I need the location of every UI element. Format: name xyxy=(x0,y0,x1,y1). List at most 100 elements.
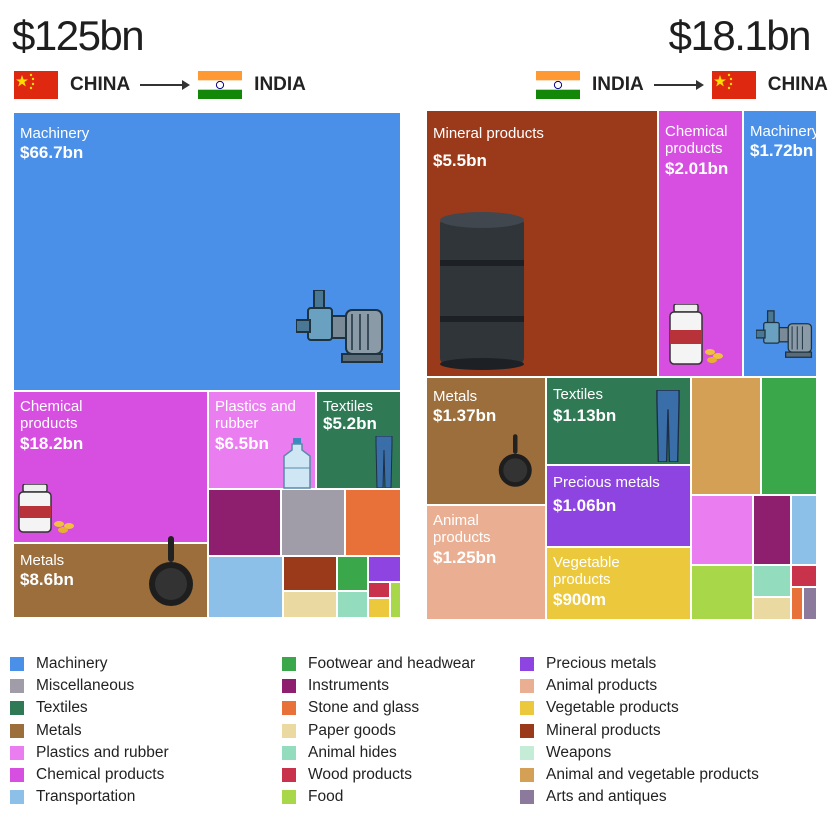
tile-label: Textiles xyxy=(323,398,374,415)
china-flag-icon xyxy=(711,71,756,99)
oil-barrel-icon xyxy=(440,212,524,370)
legend-item-plastics-and-rubber: Plastics and rubber xyxy=(10,743,169,763)
legend-label: Wood products xyxy=(308,766,412,783)
legend-swatch xyxy=(520,745,534,760)
legend-item-animal-products: Animal products xyxy=(520,676,657,696)
treemap-tile-transportation xyxy=(208,556,283,618)
india-flag-icon xyxy=(198,71,243,99)
legend-swatch xyxy=(10,701,24,716)
tile-label: Plastics and rubber xyxy=(215,398,296,432)
legend-item-paper-goods: Paper goods xyxy=(282,721,396,741)
treemap-tile-stone-and-glass xyxy=(791,587,803,620)
legend-swatch xyxy=(282,723,296,738)
right-total: $18.1bn xyxy=(668,12,812,59)
legend-label: Arts and antiques xyxy=(546,788,667,806)
legend-label: Precious metals xyxy=(546,655,657,672)
tile-value: $1.37bn xyxy=(433,406,497,425)
treemap-tile-vegetable-products: Vegetable products $900m xyxy=(546,547,691,620)
legend-label: Animal hides xyxy=(308,743,397,761)
legend-label: Stone and glass xyxy=(308,699,420,717)
legend-item-stone-and-glass: Stone and glass xyxy=(282,698,419,718)
legend-label: Vegetable products xyxy=(546,699,679,717)
legend-swatch xyxy=(10,723,24,738)
legend-swatch xyxy=(282,701,296,716)
tile-label: Precious metals xyxy=(553,474,660,491)
treemap-tile-paper-goods xyxy=(283,591,337,618)
treemap-tile-arts-and-antiques xyxy=(803,587,817,620)
legend-label: Chemical products xyxy=(36,766,165,783)
legend-swatch xyxy=(282,745,296,760)
legend-label: Food xyxy=(308,788,344,806)
legend-item-arts-and-antiques: Arts and antiques xyxy=(520,787,667,807)
tile-label: Chemical products xyxy=(665,123,728,157)
tile-label: Chemical products xyxy=(20,398,83,432)
treemap-tile-transportation xyxy=(791,495,817,565)
right-to-country: CHINA xyxy=(767,74,828,95)
tile-label: Mineral products xyxy=(433,125,544,142)
treemap-tile-food xyxy=(390,582,401,618)
jeans-icon xyxy=(656,390,680,462)
legend-label: Mineral products xyxy=(546,721,661,739)
tile-value: $18.2bn xyxy=(20,434,84,453)
pump-icon xyxy=(756,310,813,358)
treemap-tile-footwear-and-headwear xyxy=(337,556,368,591)
tile-value: $6.5bn xyxy=(215,434,269,453)
tile-label: Vegetable products xyxy=(553,554,620,588)
treemap-tile-instruments xyxy=(753,495,791,565)
medicine-bottle-icon xyxy=(18,484,74,533)
legend-item-animal-and-vegetable-products: Animal and vegetable products xyxy=(520,765,759,785)
left-to-country: INDIA xyxy=(254,74,306,95)
tile-label: Machinery xyxy=(750,123,817,140)
legend-label: Transportation xyxy=(36,788,136,806)
treemap-tile-animal-and-vegetable-products xyxy=(691,377,761,495)
legend-item-animal-hides: Animal hides xyxy=(282,743,397,763)
tile-label: Textiles xyxy=(553,386,604,403)
treemap-tile-wood-products xyxy=(791,565,817,587)
legend-swatch xyxy=(520,679,534,694)
legend-label: Weapons xyxy=(546,743,612,761)
legend-swatch xyxy=(10,679,24,694)
tile-label: Metals xyxy=(20,552,65,569)
left-flow: CHINA INDIA xyxy=(14,70,306,100)
tile-value: $5.2bn xyxy=(323,414,377,433)
legend-swatch xyxy=(520,701,534,716)
legend-item-footwear-and-headwear: Footwear and headwear xyxy=(282,654,475,674)
legend-item-transportation: Transportation xyxy=(10,787,135,807)
legend-item-instruments: Instruments xyxy=(282,676,389,696)
legend-item-textiles: Textiles xyxy=(10,698,88,718)
tile-value: $8.6bn xyxy=(20,570,74,589)
tile-value: $1.06bn xyxy=(553,496,617,515)
legend-swatch xyxy=(282,657,296,671)
tile-value: $1.25bn xyxy=(433,548,497,567)
treemap-tile-vegetable-products xyxy=(368,598,390,618)
tile-value: $900m xyxy=(553,590,606,609)
tile-value: $1.13bn xyxy=(553,406,617,425)
treemap-tile-precious-metals: Precious metals $1.06bn xyxy=(546,465,691,547)
india-flag-icon xyxy=(536,71,580,99)
legend-label: Metals xyxy=(36,721,82,739)
treemap-tile-food xyxy=(691,565,753,620)
legend-item-vegetable-products: Vegetable products xyxy=(520,698,679,718)
tile-label: Metals xyxy=(433,388,478,405)
tile-value: $2.01bn xyxy=(665,159,729,178)
right-flow: INDIA CHINA xyxy=(536,70,828,100)
legend-swatch xyxy=(520,723,534,738)
legend-swatch xyxy=(520,657,534,671)
treemap-tile-animal-products: Animal products $1.25bn xyxy=(426,505,546,620)
treemap-tile-stone-and-glass xyxy=(345,489,401,556)
tile-value: $66.7bn xyxy=(20,143,84,162)
legend-label: Animal products xyxy=(546,677,658,695)
treemap-tile-paper-goods xyxy=(753,597,791,620)
legend-label: Plastics and rubber xyxy=(36,743,169,761)
legend-item-mineral-products: Mineral products xyxy=(520,721,661,741)
legend-item-machinery: Machinery xyxy=(10,654,108,674)
legend-item-food: Food xyxy=(282,787,343,807)
treemap-tile-plastics-and-rubber xyxy=(691,495,753,565)
legend-item-wood-products: Wood products xyxy=(282,765,412,785)
tile-value: $5.5bn xyxy=(433,151,487,170)
legend-swatch xyxy=(10,745,24,760)
pump-icon xyxy=(296,290,383,363)
legend-label: Paper goods xyxy=(308,721,396,739)
treemap-tile-footwear-and-headwear xyxy=(761,377,817,495)
left-total: $125bn xyxy=(12,12,145,59)
